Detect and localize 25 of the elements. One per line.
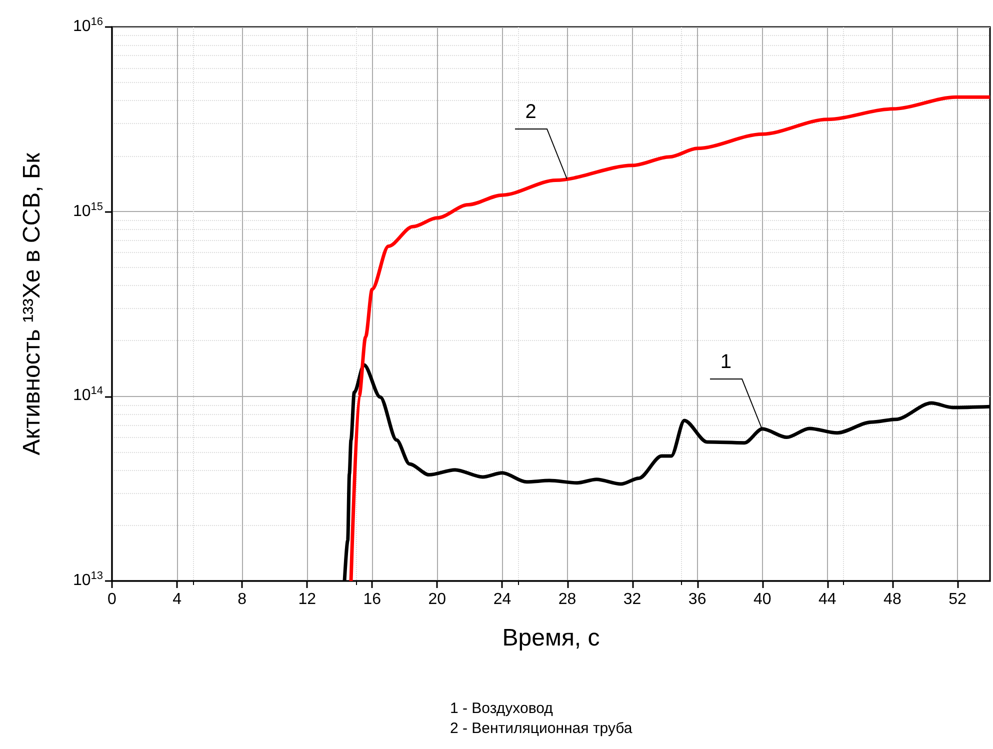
x-tick-label: 20	[428, 591, 446, 609]
y-tick-label: 10$^{15}$	[72, 200, 103, 222]
y-axis-title: Активность ¹³³Xe в ССВ, Бк	[18, 152, 46, 456]
x-tick-label: 28	[558, 591, 576, 609]
annotation: 2	[525, 101, 536, 124]
x-tick-label: 36	[688, 591, 706, 609]
x-tick-label: 32	[623, 591, 642, 609]
text: 2 - Вентиляционная труба	[450, 720, 632, 737]
x-tick-label: 8	[238, 591, 247, 609]
x-tick-label: 44	[818, 591, 836, 609]
x-axis-title: Время, с	[502, 624, 600, 652]
x-tick-label: 48	[884, 591, 902, 609]
x-tick-label: 0	[108, 591, 116, 609]
y-tick-label: 10$^{14}$	[72, 385, 103, 406]
text: 1 - Воздуховод	[450, 700, 553, 717]
x-tick-label: 52	[948, 591, 966, 609]
y-tick-label: 10$^{16}$	[72, 16, 103, 37]
x-tick-label: 12	[298, 591, 316, 609]
y-tick-label: 10$^{13}$	[72, 570, 103, 591]
annotation: 1	[720, 350, 732, 374]
x-tick-label: 40	[753, 591, 772, 609]
x-tick-label: 16	[363, 591, 382, 609]
x-tick-label: 24	[493, 591, 512, 609]
x-tick-label: 4	[172, 591, 182, 609]
line-series	[349, 95, 992, 583]
